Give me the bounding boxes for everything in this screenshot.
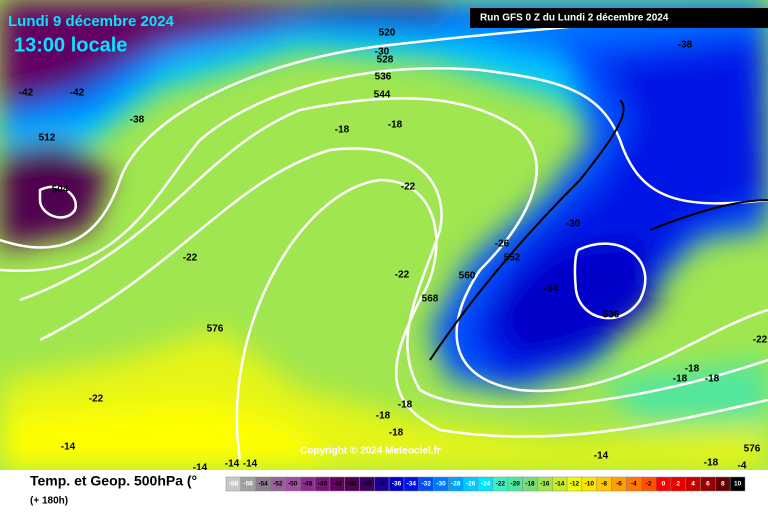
legend-subtitle: (+ 180h)	[30, 496, 68, 507]
contour-label: 552	[504, 253, 521, 264]
legend-value: 6	[706, 481, 710, 488]
legend-value: -18	[525, 481, 535, 488]
contour-label: -18	[335, 125, 350, 136]
legend-value: 2	[676, 481, 680, 488]
contour-label: -18	[376, 411, 391, 422]
contour-label: -18	[704, 458, 719, 469]
front-line	[429, 99, 768, 361]
legend-value: -52	[273, 481, 283, 488]
contour-label: -18	[389, 428, 404, 439]
contour-label: -18	[685, 364, 700, 375]
contour-label: -18	[673, 374, 688, 385]
legend-value: -58	[229, 481, 239, 488]
contour-label: -22	[753, 335, 768, 346]
contour-label: -26	[495, 239, 510, 250]
legend-value: -30	[436, 481, 446, 488]
contour-label: -14	[594, 451, 609, 462]
contour-label: -42	[19, 88, 34, 99]
legend-value: -8	[601, 481, 607, 488]
legend-value: -46	[318, 481, 328, 488]
contour-label: -22	[401, 182, 416, 193]
contour-label: 576	[744, 444, 761, 455]
contour-label: -14	[61, 442, 76, 453]
contour-label: -18	[398, 400, 413, 411]
contour-label: 536	[603, 310, 620, 321]
legend-value: -4	[631, 481, 637, 488]
forecast-time: 13:00 locale	[14, 34, 127, 56]
legend-value: -6	[616, 481, 622, 488]
contour-label: -30	[566, 219, 581, 230]
run-box	[470, 8, 768, 28]
legend-value: -26	[466, 481, 476, 488]
legend-value: -14	[555, 481, 565, 488]
temperature-field	[0, 0, 768, 470]
legend-value: -28	[451, 481, 461, 488]
legend-value: -20	[510, 481, 520, 488]
legend-value: -12	[570, 481, 580, 488]
legend-title: Temp. et Geop. 500hPa (°	[30, 473, 197, 489]
legend-value: -42	[347, 481, 357, 488]
contour-label: -18	[388, 120, 403, 131]
contour-label: 528	[377, 55, 394, 66]
legend-value: -36	[392, 481, 402, 488]
contour-label: 504	[52, 185, 69, 196]
legend-value: -24	[481, 481, 491, 488]
legend-value: -32	[421, 481, 431, 488]
legend-value: -54	[258, 481, 268, 488]
contour-label: 568	[422, 294, 439, 305]
legend-value: 4	[691, 481, 695, 488]
legend-value: 8	[721, 481, 725, 488]
legend-value: -22	[496, 481, 506, 488]
contour-label: 544	[374, 90, 391, 101]
legend-value: -40	[362, 481, 372, 488]
contour-label: -30	[375, 47, 390, 58]
copyright: Copyright © 2024 Meteociel.fr	[300, 446, 441, 457]
legend-value: -2	[646, 481, 652, 488]
contour-label: -4	[738, 461, 747, 472]
forecast-date: Lundi 9 décembre 2024	[8, 13, 175, 30]
color-scale: -58 -56 -54 -52 -50 -48 -46 -44 -42 -40 -38 -36 -34-…	[225, 476, 746, 492]
contour-label: -22	[395, 270, 410, 281]
contour-label: -14	[243, 459, 258, 470]
contour-label: -22	[89, 394, 104, 405]
contour-label: -38	[678, 40, 693, 51]
contour-label: -38	[130, 115, 145, 126]
contour-label: 576	[207, 324, 224, 335]
legend-value: 10	[734, 481, 742, 488]
contour-label: -22	[183, 253, 198, 264]
contour-label: -14	[225, 459, 240, 470]
legend-value: 0	[662, 481, 666, 488]
contour-label: -18	[705, 374, 720, 385]
contour-label: 512	[39, 133, 56, 144]
legend-swatch	[729, 476, 746, 492]
legend-value: -48	[303, 481, 313, 488]
geopotential-contours	[0, 8, 768, 461]
legend-value: -38	[377, 481, 387, 488]
legend-value: -50	[288, 481, 298, 488]
contour-label: 560	[459, 271, 476, 282]
run-info: Run GFS 0 Z du Lundi 2 décembre 2024	[480, 13, 669, 24]
contour-label: -14	[193, 463, 208, 474]
contour-label: -42	[70, 88, 85, 99]
legend-value: -16	[540, 481, 550, 488]
contour-label: -34	[544, 284, 559, 295]
legend-value: -10	[585, 481, 595, 488]
contour-label: 520	[379, 28, 396, 39]
legend-value: -56	[244, 481, 254, 488]
legend-value: -44	[333, 481, 343, 488]
contour-label: 536	[375, 72, 392, 83]
legend-value: -34	[407, 481, 417, 488]
